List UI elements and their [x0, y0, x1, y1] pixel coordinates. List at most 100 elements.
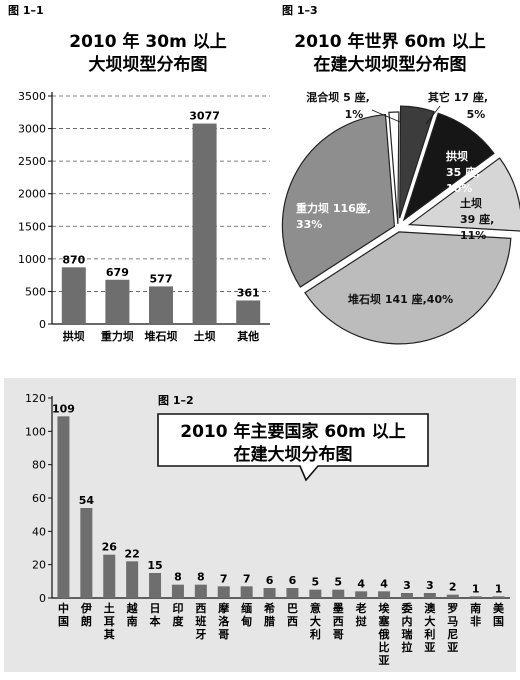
bar	[492, 596, 505, 598]
category-label: 澳大利亚	[424, 601, 436, 654]
pie-slice	[281, 113, 396, 288]
pie-label: 拱坝	[446, 149, 468, 163]
bar	[423, 593, 436, 598]
category-label: 日本	[150, 602, 161, 628]
pie-slice	[304, 231, 512, 345]
fig1-title-line2: 大坝坝型分布图	[89, 54, 208, 75]
fig3-title-line2: 在建大坝坝型分布图	[314, 54, 467, 75]
fig2-callout-box	[157, 413, 429, 482]
bar	[236, 300, 261, 324]
pie-label: 土坝	[460, 196, 482, 210]
category-label: 墨西哥	[333, 602, 344, 641]
bar	[400, 593, 413, 598]
pie-label: 39 座,	[460, 212, 494, 226]
bar	[149, 573, 162, 598]
leader-line	[371, 109, 401, 123]
data-label: 15	[147, 559, 162, 572]
data-label: 54	[79, 494, 95, 507]
category-label: 堆石坝	[145, 329, 178, 343]
data-label: 4	[380, 577, 388, 590]
category-label: 摩洛哥	[218, 601, 230, 641]
category-label: 埃塞俄比亚	[378, 601, 391, 667]
pie-label: 5%	[467, 108, 486, 121]
data-label: 5	[312, 576, 320, 589]
y-tick-label: 120	[25, 392, 46, 405]
pie-label: 重力坝 116座,	[296, 201, 371, 215]
y-tick-label: 3000	[18, 123, 46, 136]
y-tick-label: 20	[32, 559, 46, 572]
data-label: 7	[243, 572, 251, 585]
pie-label: 1%	[345, 108, 364, 121]
data-label: 361	[237, 286, 260, 299]
bar	[105, 279, 130, 324]
data-label: 6	[266, 574, 274, 587]
bar	[332, 589, 345, 598]
category-label: 印度	[172, 602, 184, 628]
y-tick-label: 2000	[18, 188, 46, 201]
data-label: 870	[62, 253, 85, 266]
category-label: 重力坝	[101, 329, 134, 343]
y-tick-label: 80	[32, 459, 46, 472]
y-tick-label: 2500	[18, 155, 46, 168]
category-label: 老挝	[355, 601, 368, 628]
y-tick-label: 60	[32, 492, 46, 505]
bar	[80, 508, 93, 598]
bar	[171, 584, 184, 598]
fig1-title-line1: 2010 年 30m 以上	[69, 31, 226, 52]
pie-label: 33%	[296, 218, 322, 231]
category-label: 伊朗	[80, 601, 92, 628]
y-tick-label: 40	[32, 525, 46, 538]
pie-label: 11%	[460, 229, 486, 242]
bar	[446, 594, 459, 598]
pie-slice	[388, 111, 400, 225]
pie-slice	[402, 112, 495, 222]
data-label: 3	[426, 579, 434, 592]
y-tick-label: 1500	[18, 220, 46, 233]
bar	[57, 416, 70, 598]
data-label: 2	[449, 581, 457, 594]
category-label: 巴西	[287, 602, 298, 628]
category-label: 罗马尼亚	[447, 602, 458, 654]
category-label: 拱坝	[63, 329, 85, 343]
y-tick-label: 0	[39, 318, 46, 331]
data-label: 6	[289, 574, 297, 587]
bar	[286, 588, 299, 598]
leader-line	[425, 105, 441, 125]
y-tick-label: 1000	[18, 253, 46, 266]
category-label: 意大利	[310, 601, 321, 641]
y-tick-label: 100	[25, 425, 46, 438]
data-label: 3077	[189, 110, 220, 123]
pie-label: 堆石坝 141 座,40%	[348, 292, 453, 306]
bar	[217, 586, 230, 598]
bar	[61, 267, 86, 324]
y-tick-label: 3500	[18, 90, 46, 103]
fig2-title-line1: 2010 年主要国家 60m 以上	[180, 421, 405, 442]
data-label: 3	[403, 579, 411, 592]
category-label: 土耳其	[104, 601, 115, 641]
fig2-label: 图 1–2	[158, 394, 194, 407]
pie-label: 10%	[446, 182, 472, 195]
fig3-title-line1: 2010 年世界 60m 以上	[294, 31, 485, 52]
fig2-bar-chart: 020406080100120109中国54伊朗26土耳其22越南15日本8印度…	[25, 392, 510, 667]
data-label: 7	[220, 572, 228, 585]
data-label: 4	[357, 577, 365, 590]
y-tick-label: 500	[25, 285, 46, 298]
pie-label: 其它 17 座,	[428, 90, 488, 104]
data-label: 577	[150, 272, 173, 285]
data-label: 109	[52, 402, 75, 415]
pie-slice	[407, 157, 520, 232]
bar	[355, 591, 368, 598]
bar	[240, 586, 253, 598]
bar	[103, 554, 116, 598]
data-label: 26	[102, 541, 118, 554]
data-label: 22	[124, 547, 139, 560]
category-label: 希腊	[263, 601, 275, 628]
category-label: 缅甸	[240, 601, 252, 628]
y-tick-label: 0	[39, 592, 46, 605]
bar	[194, 584, 207, 598]
category-label: 美国	[493, 601, 505, 628]
fig3-pie-chart: 混合坝 5 座, 1% 其它 17 座, 5% 拱坝 35 座, 10%土坝 39 座, 11%…	[281, 90, 520, 345]
data-label: 1	[472, 582, 480, 595]
